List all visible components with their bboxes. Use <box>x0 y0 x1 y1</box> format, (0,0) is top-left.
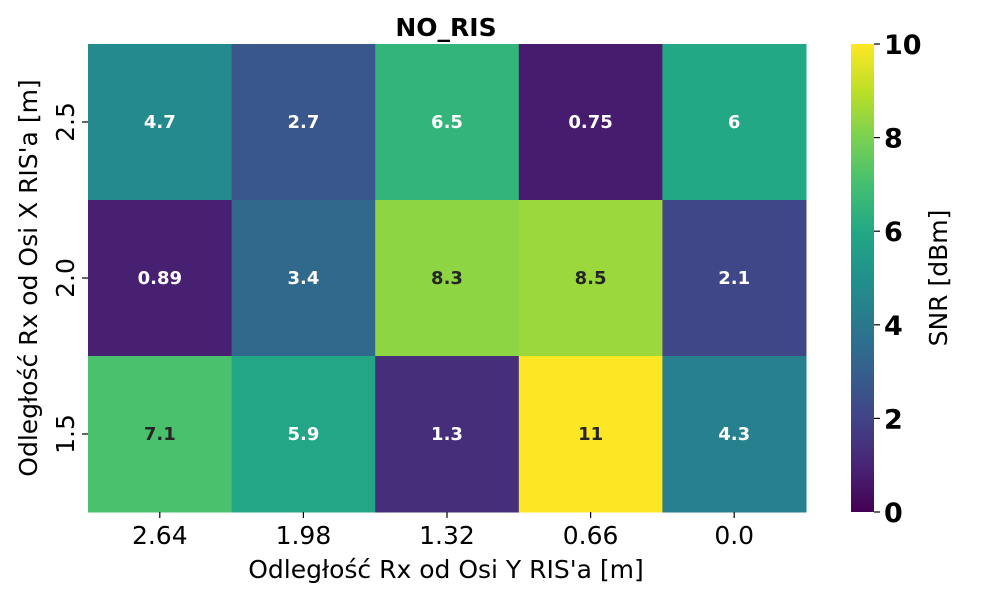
colorbar-tick-label: 8 <box>884 124 903 155</box>
x-axis-ticks: 2.64 1.98 1.32 0.66 0.0 <box>132 512 754 550</box>
cell-value-label: 8.5 <box>575 268 607 289</box>
heatmap-cell <box>375 200 520 357</box>
y-axis-ticks: 2.5 2.0 1.5 <box>51 102 88 454</box>
heatmap-cell <box>375 356 520 513</box>
cell-value-label: 6 <box>728 112 741 133</box>
cell-value-label: 4.3 <box>718 424 750 445</box>
y-tick-label: 1.5 <box>51 414 80 454</box>
x-tick-label: 1.32 <box>419 521 475 550</box>
cell-value-label: 1.3 <box>431 424 463 445</box>
x-tick-label: 0.0 <box>714 521 754 550</box>
heatmap-cell <box>662 356 807 513</box>
colorbar-tick-label: 4 <box>884 311 903 342</box>
heatmap-cell <box>88 200 233 357</box>
colorbar-tick-label: 0 <box>884 498 903 529</box>
heatmap-cells: 4.7 2.7 6.5 0.75 6 0.89 3.4 8.3 8.5 2.1 7.1 5.9 1.3 1… <box>88 44 807 513</box>
heatmap-cell <box>518 200 663 357</box>
cell-value-label: 2.7 <box>287 112 319 133</box>
heatmap-cell <box>231 44 376 201</box>
cell-value-label: 5.9 <box>287 424 319 445</box>
heatmap-cell <box>375 44 520 201</box>
chart-title: NO_RIS <box>395 13 496 42</box>
y-tick-label: 2.0 <box>51 258 80 298</box>
heatmap-cell <box>662 200 807 357</box>
cell-value-label: 4.7 <box>144 112 176 133</box>
x-tick-label: 0.66 <box>563 521 619 550</box>
heatmap-cell <box>231 356 376 513</box>
cell-value-label: 0.75 <box>568 112 612 133</box>
colorbar-tick-label: 6 <box>884 217 903 248</box>
y-axis-label: Odległość Rx od Osi X RIS'a [m] <box>14 79 43 476</box>
cell-value-label: 8.3 <box>431 268 463 289</box>
heatmap-cell <box>518 44 663 201</box>
cell-value-label: 2.1 <box>718 268 750 289</box>
heatmap-cell <box>88 44 233 201</box>
cell-value-label: 11 <box>578 424 603 445</box>
heatmap-cell <box>231 200 376 357</box>
colorbar-tick-label: 10 <box>884 30 922 61</box>
heatmap-cell <box>88 356 233 513</box>
heatmap-cell <box>662 44 807 201</box>
colorbar-label: SNR [dBm] <box>924 210 953 347</box>
colorbar-ticks: 0 2 4 6 8 10 <box>874 30 922 529</box>
cell-value-label: 7.1 <box>144 424 176 445</box>
cell-value-label: 0.89 <box>138 268 182 289</box>
x-tick-label: 2.64 <box>132 521 188 550</box>
x-axis-label: Odległość Rx od Osi Y RIS'a [m] <box>248 555 644 584</box>
colorbar <box>851 44 874 512</box>
cell-value-label: 3.4 <box>287 268 319 289</box>
y-tick-label: 2.5 <box>51 102 80 142</box>
x-tick-label: 1.98 <box>276 521 332 550</box>
heatmap-cell <box>518 356 663 513</box>
cell-value-label: 6.5 <box>431 112 463 133</box>
colorbar-tick-label: 2 <box>884 404 903 435</box>
